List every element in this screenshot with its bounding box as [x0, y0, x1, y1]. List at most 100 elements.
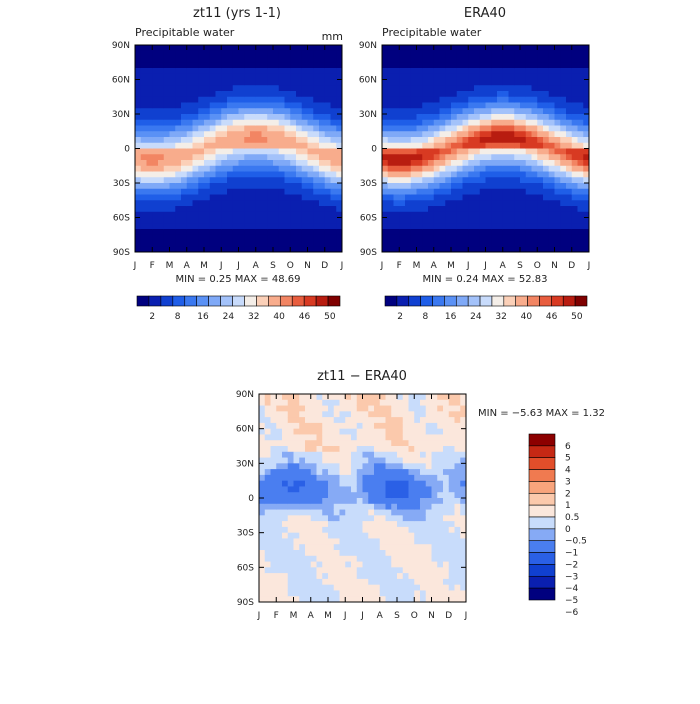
field-cell	[362, 526, 369, 534]
field-cell	[140, 165, 147, 172]
field-cell	[293, 590, 300, 597]
field-cell	[356, 498, 363, 505]
field-cell	[437, 446, 444, 453]
field-cell	[198, 108, 205, 115]
field-cell	[374, 469, 381, 476]
field-cell	[181, 217, 188, 224]
field-cell	[278, 188, 285, 195]
field-cell	[264, 440, 271, 447]
field-cell	[391, 509, 398, 516]
field-cell	[282, 550, 289, 557]
x-tick-label: O	[287, 261, 294, 271]
x-tick-label: J	[133, 261, 137, 271]
field-cell	[382, 79, 389, 86]
field-cell	[448, 474, 455, 482]
field-cell	[152, 131, 159, 138]
field-cell	[508, 223, 515, 230]
field-cell	[382, 200, 389, 207]
field-cell	[431, 532, 438, 539]
field-cell	[158, 200, 165, 207]
field-cell	[244, 246, 251, 253]
field-cell	[416, 62, 423, 69]
field-cell	[491, 229, 498, 236]
field-cell	[198, 68, 205, 75]
field-cell	[299, 411, 306, 418]
field-cell	[345, 561, 352, 568]
field-cell	[287, 428, 294, 435]
field-cell	[537, 160, 544, 167]
field-cell	[462, 102, 469, 109]
field-cell	[215, 240, 222, 247]
field-cell	[577, 177, 584, 184]
field-cell	[307, 73, 314, 80]
x-tick-label: J	[257, 611, 261, 621]
field-cell	[362, 503, 369, 510]
field-cell	[410, 234, 417, 241]
field-cell	[425, 590, 432, 597]
field-cell	[310, 498, 317, 505]
field-cell	[387, 68, 394, 75]
field-cell	[310, 544, 317, 551]
field-cell	[140, 85, 147, 92]
field-cell	[276, 399, 283, 406]
field-cell	[333, 417, 340, 424]
field-cell	[414, 428, 421, 435]
field-cell	[422, 62, 429, 69]
field-cell	[554, 246, 561, 253]
field-cell	[192, 137, 199, 144]
field-cell	[387, 234, 394, 241]
field-cell	[215, 223, 222, 230]
field-cell	[548, 229, 555, 236]
field-cell	[548, 200, 555, 207]
field-cell	[192, 154, 199, 161]
field-cell	[485, 142, 492, 149]
field-cell	[420, 474, 427, 482]
field-cell	[548, 160, 555, 167]
field-cell	[330, 114, 337, 121]
field-cell	[330, 183, 337, 190]
field-cell	[313, 85, 320, 92]
field-cell	[267, 96, 274, 103]
field-cell	[448, 422, 455, 430]
field-cell	[175, 102, 182, 109]
field-cell	[577, 148, 584, 155]
field-cell	[276, 550, 283, 557]
field-cell	[293, 578, 300, 586]
field-cell	[508, 177, 515, 184]
field-cell	[410, 206, 417, 213]
field-cell	[362, 422, 369, 430]
field-cell	[479, 229, 486, 236]
field-cell	[324, 137, 331, 144]
field-cell	[140, 234, 147, 241]
field-cell	[351, 561, 358, 568]
field-cell	[255, 217, 262, 224]
field-cell	[140, 119, 147, 126]
field-cell	[261, 119, 268, 126]
field-cell	[368, 578, 375, 586]
field-cell	[227, 102, 234, 109]
field-cell	[560, 211, 567, 218]
field-cell	[566, 194, 573, 201]
field-cell	[215, 188, 222, 195]
field-cell	[333, 532, 340, 539]
field-cell	[336, 171, 343, 178]
field-cell	[192, 234, 199, 241]
field-cell	[433, 211, 440, 218]
field-cell	[571, 102, 578, 109]
field-cell	[520, 125, 527, 132]
field-cell	[368, 573, 375, 580]
field-cell	[431, 573, 438, 580]
colorbar-label: 24	[223, 312, 235, 322]
field-cell	[462, 194, 469, 201]
field-cell	[310, 474, 317, 482]
field-cell	[345, 544, 352, 551]
field-cell	[571, 154, 578, 161]
field-cell	[181, 45, 188, 52]
field-cell	[425, 486, 432, 493]
field-cell	[290, 154, 297, 161]
field-cell	[163, 73, 170, 80]
field-cell	[186, 148, 193, 155]
field-cell	[571, 79, 578, 86]
field-cell	[135, 229, 142, 236]
field-cell	[402, 498, 409, 505]
